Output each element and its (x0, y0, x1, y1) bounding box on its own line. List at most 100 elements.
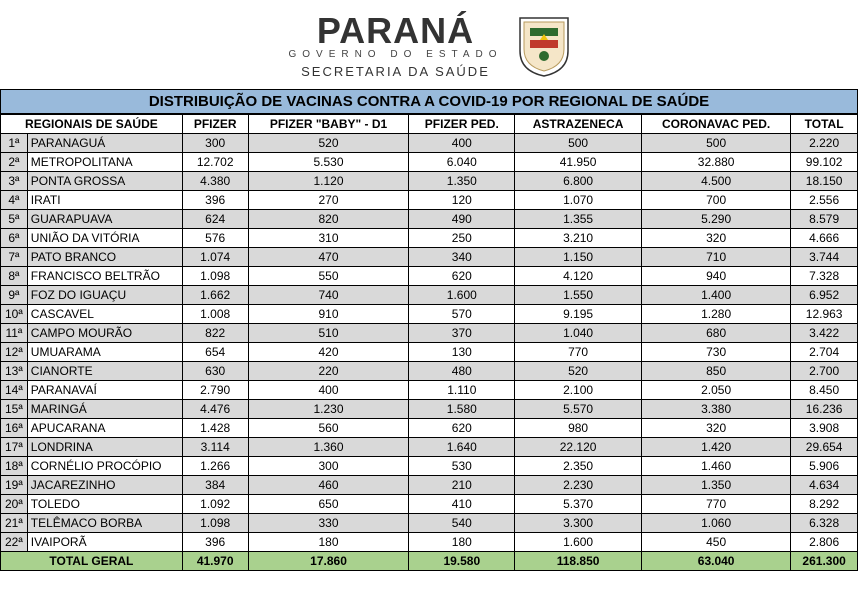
row-total: 4.634 (791, 476, 858, 495)
row-name: LONDRINA (27, 438, 182, 457)
row-pfizer-ped: 340 (409, 248, 515, 267)
table-row: 9ªFOZ DO IGUAÇU1.6627401.6001.5501.4006.… (1, 286, 858, 305)
total-astrazeneca: 118.850 (515, 552, 642, 571)
row-index: 8ª (1, 267, 28, 286)
table-row: 2ªMETROPOLITANA12.7025.5306.04041.95032.… (1, 153, 858, 172)
col-pfizer: PFIZER (182, 115, 248, 134)
row-total: 6.328 (791, 514, 858, 533)
row-total: 16.236 (791, 400, 858, 419)
row-index: 17ª (1, 438, 28, 457)
row-coronavac-ped: 4.500 (642, 172, 791, 191)
row-pfizer-baby: 650 (248, 495, 409, 514)
row-index: 19ª (1, 476, 28, 495)
brand-block: PARANÁ GOVERNO DO ESTADO SECRETARIA DA S… (288, 15, 502, 79)
table-row: 21ªTELÊMACO BORBA1.0983305403.3001.0606.… (1, 514, 858, 533)
row-astrazeneca: 980 (515, 419, 642, 438)
row-pfizer-ped: 1.110 (409, 381, 515, 400)
row-pfizer-ped: 1.640 (409, 438, 515, 457)
table-row: 20ªTOLEDO1.0926504105.3707708.292 (1, 495, 858, 514)
row-name: JACAREZINHO (27, 476, 182, 495)
col-pfizer-baby: PFIZER "BABY" - D1 (248, 115, 409, 134)
table-row: 6ªUNIÃO DA VITÓRIA5763102503.2103204.666 (1, 229, 858, 248)
row-index: 16ª (1, 419, 28, 438)
row-coronavac-ped: 710 (642, 248, 791, 267)
page: PARANÁ GOVERNO DO ESTADO SECRETARIA DA S… (0, 0, 858, 571)
row-coronavac-ped: 2.050 (642, 381, 791, 400)
row-pfizer-baby: 1.120 (248, 172, 409, 191)
row-pfizer: 630 (182, 362, 248, 381)
total-total: 261.300 (791, 552, 858, 571)
row-index: 6ª (1, 229, 28, 248)
row-pfizer-ped: 620 (409, 419, 515, 438)
row-astrazeneca: 5.570 (515, 400, 642, 419)
row-pfizer: 1.428 (182, 419, 248, 438)
row-name: FOZ DO IGUAÇU (27, 286, 182, 305)
row-coronavac-ped: 680 (642, 324, 791, 343)
row-pfizer-baby: 180 (248, 533, 409, 552)
row-pfizer-ped: 130 (409, 343, 515, 362)
row-astrazeneca: 22.120 (515, 438, 642, 457)
row-name: FRANCISCO BELTRÃO (27, 267, 182, 286)
table-row: 1ªPARANAGUÁ3005204005005002.220 (1, 134, 858, 153)
col-astrazeneca: ASTRAZENECA (515, 115, 642, 134)
row-astrazeneca: 9.195 (515, 305, 642, 324)
row-total: 5.906 (791, 457, 858, 476)
row-pfizer: 1.092 (182, 495, 248, 514)
row-coronavac-ped: 770 (642, 495, 791, 514)
row-pfizer: 654 (182, 343, 248, 362)
row-index: 11ª (1, 324, 28, 343)
row-index: 18ª (1, 457, 28, 476)
row-astrazeneca: 1.150 (515, 248, 642, 267)
row-pfizer-baby: 270 (248, 191, 409, 210)
row-pfizer-baby: 5.530 (248, 153, 409, 172)
table-row: 5ªGUARAPUAVA6248204901.3555.2908.579 (1, 210, 858, 229)
row-astrazeneca: 770 (515, 343, 642, 362)
col-coronavac-ped: CORONAVAC PED. (642, 115, 791, 134)
row-name: UMUARAMA (27, 343, 182, 362)
row-name: CORNÉLIO PROCÓPIO (27, 457, 182, 476)
row-name: CAMPO MOURÃO (27, 324, 182, 343)
row-pfizer: 1.662 (182, 286, 248, 305)
row-pfizer-baby: 510 (248, 324, 409, 343)
row-index: 21ª (1, 514, 28, 533)
brand-secretaria: SECRETARIA DA SAÚDE (288, 64, 502, 79)
row-astrazeneca: 3.210 (515, 229, 642, 248)
crest-icon (518, 16, 570, 78)
row-pfizer-ped: 180 (409, 533, 515, 552)
table-row: 18ªCORNÉLIO PROCÓPIO1.2663005302.3501.46… (1, 457, 858, 476)
row-astrazeneca: 5.370 (515, 495, 642, 514)
title-bar: DISTRIBUIÇÃO DE VACINAS CONTRA A COVID-1… (0, 89, 858, 114)
row-name: GUARAPUAVA (27, 210, 182, 229)
row-astrazeneca: 41.950 (515, 153, 642, 172)
row-pfizer-ped: 1.350 (409, 172, 515, 191)
row-pfizer: 1.266 (182, 457, 248, 476)
row-index: 3ª (1, 172, 28, 191)
header: PARANÁ GOVERNO DO ESTADO SECRETARIA DA S… (0, 0, 858, 89)
row-astrazeneca: 4.120 (515, 267, 642, 286)
row-index: 2ª (1, 153, 28, 172)
row-coronavac-ped: 1.350 (642, 476, 791, 495)
table-body: 1ªPARANAGUÁ3005204005005002.2202ªMETROPO… (1, 134, 858, 552)
row-coronavac-ped: 1.280 (642, 305, 791, 324)
table-header-row: REGIONAIS DE SAÚDE PFIZER PFIZER "BABY" … (1, 115, 858, 134)
row-pfizer-baby: 400 (248, 381, 409, 400)
row-astrazeneca: 3.300 (515, 514, 642, 533)
row-name: TELÊMACO BORBA (27, 514, 182, 533)
row-pfizer: 822 (182, 324, 248, 343)
row-coronavac-ped: 3.380 (642, 400, 791, 419)
row-pfizer: 1.098 (182, 514, 248, 533)
row-pfizer-ped: 1.600 (409, 286, 515, 305)
row-coronavac-ped: 1.420 (642, 438, 791, 457)
row-pfizer: 4.380 (182, 172, 248, 191)
row-name: PARANAGUÁ (27, 134, 182, 153)
row-astrazeneca: 6.800 (515, 172, 642, 191)
row-pfizer: 12.702 (182, 153, 248, 172)
vaccine-table: REGIONAIS DE SAÚDE PFIZER PFIZER "BABY" … (0, 114, 858, 571)
row-total: 3.744 (791, 248, 858, 267)
total-coronavac-ped: 63.040 (642, 552, 791, 571)
row-name: APUCARANA (27, 419, 182, 438)
row-pfizer: 384 (182, 476, 248, 495)
brand-sub: GOVERNO DO ESTADO (288, 49, 502, 60)
row-pfizer-ped: 1.580 (409, 400, 515, 419)
row-astrazeneca: 500 (515, 134, 642, 153)
